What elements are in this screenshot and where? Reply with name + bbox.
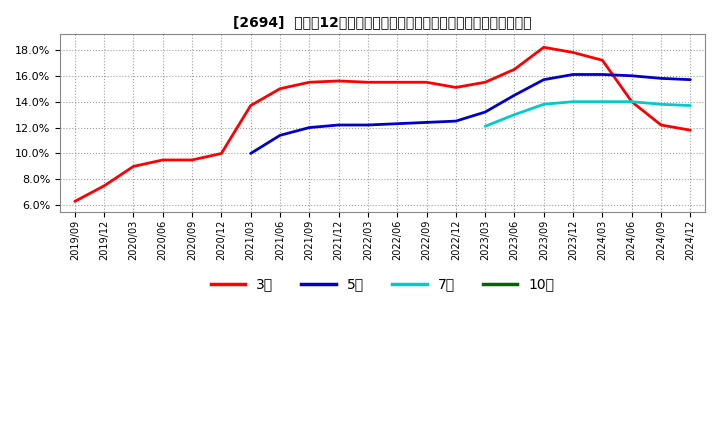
3年 xyxy=(129,164,138,169)
5年 xyxy=(393,121,402,126)
7年 xyxy=(657,102,665,107)
Line: 5年: 5年 xyxy=(251,74,690,154)
3年 xyxy=(481,80,490,85)
5年 xyxy=(598,72,607,77)
7年 xyxy=(569,99,577,104)
Title: [2694]  売上高12か月移動合計の対前年同期増減率の標準偏差の推移: [2694] 売上高12か月移動合計の対前年同期増減率の標準偏差の推移 xyxy=(233,15,532,29)
3年 xyxy=(393,80,402,85)
5年 xyxy=(422,120,431,125)
7年 xyxy=(481,124,490,129)
3年 xyxy=(569,50,577,55)
7年 xyxy=(539,102,548,107)
3年 xyxy=(510,67,519,72)
3年 xyxy=(627,99,636,104)
3年 xyxy=(451,85,460,90)
5年 xyxy=(481,110,490,115)
3年 xyxy=(188,158,197,163)
5年 xyxy=(305,125,314,130)
5年 xyxy=(451,118,460,124)
3年 xyxy=(158,158,167,163)
7年 xyxy=(686,103,695,108)
3年 xyxy=(334,78,343,84)
5年 xyxy=(686,77,695,82)
Line: 3年: 3年 xyxy=(75,47,690,202)
5年 xyxy=(276,133,284,138)
5年 xyxy=(510,92,519,98)
3年 xyxy=(305,80,314,85)
5年 xyxy=(246,151,255,156)
5年 xyxy=(539,77,548,82)
3年 xyxy=(246,103,255,108)
3年 xyxy=(217,151,225,156)
3年 xyxy=(71,199,79,204)
Legend: 3年, 5年, 7年, 10年: 3年, 5年, 7年, 10年 xyxy=(205,272,560,297)
3年 xyxy=(100,183,109,188)
7年 xyxy=(510,112,519,117)
3年 xyxy=(598,58,607,63)
5年 xyxy=(569,72,577,77)
5年 xyxy=(334,122,343,128)
3年 xyxy=(364,80,372,85)
3年 xyxy=(422,80,431,85)
3年 xyxy=(539,44,548,50)
3年 xyxy=(276,86,284,92)
5年 xyxy=(627,73,636,78)
7年 xyxy=(598,99,607,104)
5年 xyxy=(364,122,372,128)
7年 xyxy=(627,99,636,104)
Line: 7年: 7年 xyxy=(485,102,690,126)
3年 xyxy=(686,128,695,133)
3年 xyxy=(657,122,665,128)
5年 xyxy=(657,76,665,81)
